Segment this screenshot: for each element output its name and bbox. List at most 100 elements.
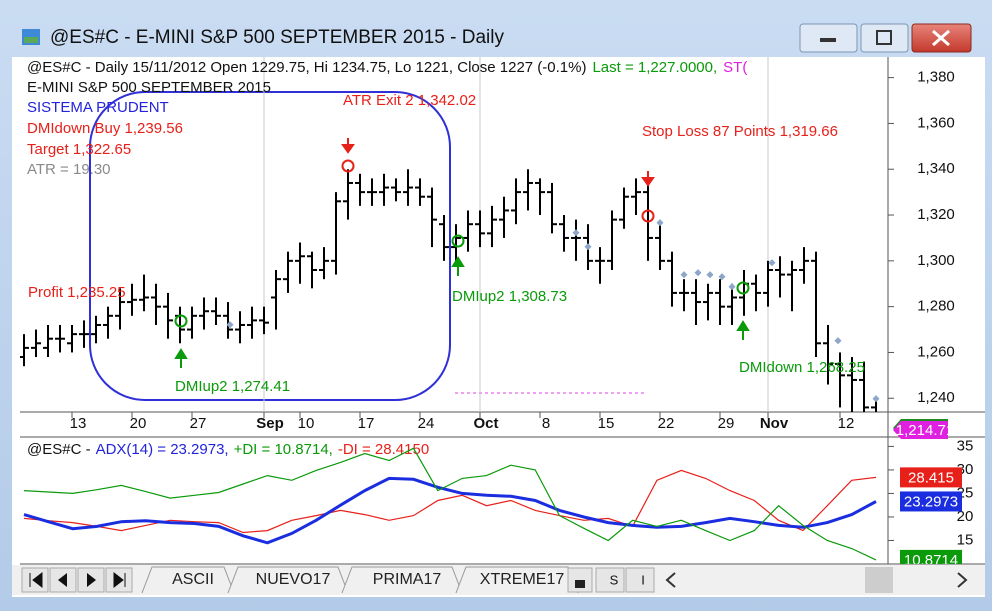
last-value-label: 10.8714 bbox=[904, 552, 958, 569]
x-tick-label: 8 bbox=[542, 415, 550, 432]
scroll-thumb[interactable] bbox=[865, 567, 893, 593]
tab-label: NUEVO17 bbox=[256, 571, 331, 588]
price-annotations: @ES#C - Daily 15/11/2012 Open 1229.75, H… bbox=[27, 59, 880, 403]
tab-label: ASCII bbox=[172, 571, 214, 588]
minimize-icon bbox=[820, 38, 836, 42]
indicator-panel: @ES#C - ADX(14) = 23.2973, +DI = 10.8714, -… bbox=[23, 441, 877, 561]
x-tick-label: 17 bbox=[358, 415, 375, 432]
scroll-right[interactable] bbox=[957, 572, 968, 588]
tab[interactable] bbox=[141, 566, 235, 594]
tool-button[interactable] bbox=[595, 567, 625, 593]
y-tick-label: 1,280 bbox=[917, 298, 955, 315]
annotation: DMIup2 1,308.73 bbox=[452, 288, 567, 305]
indicator-symbol: @ES#C - bbox=[27, 441, 91, 458]
price-header: @ES#C - Daily 15/11/2012 Open 1229.75, H… bbox=[27, 59, 747, 76]
nav-buttons bbox=[21, 567, 133, 593]
x-tick-label: 10 bbox=[298, 415, 315, 432]
maximize-button[interactable] bbox=[860, 23, 909, 53]
x-tick-label: Sep bbox=[256, 415, 284, 432]
header-study: ST( bbox=[723, 59, 747, 76]
x-tick-label: 12 bbox=[838, 415, 855, 432]
tool-button[interactable] bbox=[625, 567, 655, 593]
annotation: DMIdown 1,268.25 bbox=[739, 359, 865, 376]
y-tick-label: 1,340 bbox=[917, 160, 955, 177]
annotation: ATR Exit 2 1,342.02 bbox=[343, 92, 476, 109]
annotation: Stop Loss 87 Points 1,319.66 bbox=[642, 123, 838, 140]
x-tick-label: 29 bbox=[718, 415, 735, 432]
indicator-adx: ADX(14) = 23.2973, bbox=[96, 441, 229, 458]
app-icon-detail bbox=[24, 37, 38, 43]
last-value-tag bbox=[900, 491, 962, 512]
sheet-tabs: ASCII NUEVO17 PRIMA17 XTREME17 bbox=[141, 566, 579, 594]
last-icon bbox=[113, 571, 126, 589]
exit-arrow bbox=[341, 138, 355, 154]
price-tag bbox=[893, 421, 948, 439]
x-tick-label: 13 bbox=[70, 415, 87, 432]
header-info: @ES#C - Daily 15/11/2012 Open 1229.75, H… bbox=[27, 59, 586, 76]
y-tick-label: 1,300 bbox=[917, 252, 955, 269]
indicator-header: @ES#C - ADX(14) = 23.2973, +DI = 10.8714, -… bbox=[27, 441, 429, 458]
annotation: DMIup2 1,274.41 bbox=[175, 378, 290, 395]
price-axis: 1,240 1,260 1,280 1,300 1,320 1,340 1,360 1,380 bbox=[888, 69, 955, 406]
price-panel bbox=[20, 57, 877, 412]
y-tick-label: 1,320 bbox=[917, 206, 955, 223]
price-tag-label: 1,214.71 bbox=[896, 422, 954, 439]
window-title: @ES#C - E-MINI S&P 500 SEPTEMBER 2015 - … bbox=[50, 27, 504, 48]
last-value-tag bbox=[900, 467, 962, 488]
entry-marker bbox=[736, 281, 750, 295]
y-tick-label: 1,260 bbox=[917, 343, 955, 360]
exit-marker bbox=[341, 159, 355, 173]
target-label: Target 1,322.65 bbox=[27, 141, 131, 158]
prev-icon bbox=[58, 573, 67, 587]
system-name: SISTEMA PRUDENT bbox=[27, 99, 169, 116]
lock-icon bbox=[575, 580, 585, 588]
indicator-minus-di: -DI = 28.4150 bbox=[338, 441, 429, 458]
entry-arrow bbox=[736, 320, 750, 340]
indicator-line bbox=[23, 447, 877, 561]
atr-label: ATR = 19.30 bbox=[27, 161, 111, 178]
y-tick-label: 15 bbox=[957, 531, 974, 548]
scroll-left[interactable] bbox=[665, 572, 676, 588]
tab[interactable] bbox=[227, 566, 349, 594]
last-value-label: 23.2973 bbox=[904, 493, 958, 510]
entry-marker bbox=[451, 234, 465, 248]
x-tick-label: Nov bbox=[760, 415, 789, 432]
first-icon bbox=[29, 571, 43, 589]
exit-marker bbox=[641, 209, 655, 223]
y-tick-label: 20 bbox=[957, 508, 974, 525]
annotation: Profit 1,235.25 bbox=[28, 284, 126, 301]
x-tick-label: 22 bbox=[658, 415, 675, 432]
x-tick-label: 24 bbox=[418, 415, 435, 432]
maximize-icon bbox=[876, 30, 892, 45]
y-tick-label: 1,380 bbox=[917, 69, 955, 86]
tool-label: S bbox=[610, 572, 619, 587]
x-tick-label: 15 bbox=[598, 415, 615, 432]
tool-label: I bbox=[641, 572, 645, 587]
tab-label: PRIMA17 bbox=[373, 571, 442, 588]
last-value-label: 28.415 bbox=[908, 469, 954, 486]
tab-label: XTREME17 bbox=[480, 571, 565, 588]
indicator-plus-di: +DI = 10.8714, bbox=[234, 441, 333, 458]
tab[interactable] bbox=[341, 566, 463, 594]
y-tick-label: 1,240 bbox=[917, 389, 955, 406]
x-tick-label: Oct bbox=[473, 415, 498, 432]
entry-arrow bbox=[174, 348, 188, 368]
close-icon bbox=[932, 29, 950, 47]
instrument: E-MINI S&P 500 SEPTEMBER 2015 bbox=[27, 79, 271, 96]
content bbox=[12, 57, 985, 597]
next-icon bbox=[87, 573, 96, 587]
x-tick-label: 20 bbox=[130, 415, 147, 432]
entry-label: DMIdown Buy 1,239.56 bbox=[27, 120, 183, 137]
last-value-tag bbox=[900, 549, 962, 564]
entry-marker bbox=[174, 314, 188, 328]
highlight-box bbox=[89, 91, 451, 401]
stop-dots bbox=[226, 219, 880, 403]
x-tick-label: 27 bbox=[190, 415, 207, 432]
exit-arrow bbox=[641, 171, 655, 187]
entry-arrow bbox=[451, 256, 465, 276]
header-last: Last = 1,227.0000, bbox=[592, 59, 717, 76]
y-tick-label: 1,360 bbox=[917, 114, 955, 131]
y-tick-label: 35 bbox=[957, 437, 974, 454]
